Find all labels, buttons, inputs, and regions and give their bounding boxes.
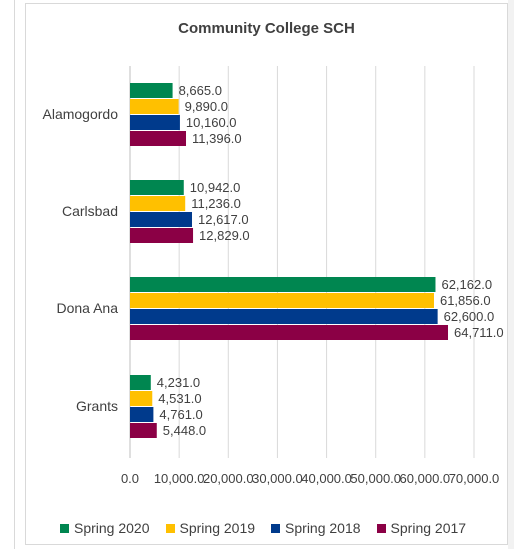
data-label: 62,162.0 bbox=[441, 277, 492, 292]
legend-item: Spring 2019 bbox=[165, 520, 256, 536]
x-tick-label: 70,000.0 bbox=[449, 471, 500, 486]
category-label: Alamogordo bbox=[43, 106, 119, 122]
data-label: 12,617.0 bbox=[198, 212, 249, 227]
data-label: 61,856.0 bbox=[440, 293, 491, 308]
bar bbox=[130, 309, 438, 324]
legend-item: Spring 2017 bbox=[376, 520, 467, 536]
bar bbox=[130, 99, 179, 114]
legend-label: Spring 2018 bbox=[285, 520, 361, 536]
data-label: 9,890.0 bbox=[185, 99, 228, 114]
left-panel-edge bbox=[0, 0, 15, 549]
chart-legend: Spring 2020 Spring 2019 Spring 2018 Spring … bbox=[60, 518, 466, 538]
data-label: 8,665.0 bbox=[179, 83, 222, 98]
bar bbox=[130, 180, 184, 195]
bar bbox=[130, 325, 449, 340]
x-tick-label: 30,000.0 bbox=[252, 471, 303, 486]
bar bbox=[130, 391, 153, 406]
legend-label: Spring 2020 bbox=[74, 520, 150, 536]
bar bbox=[130, 293, 434, 308]
x-tick-label: 60,000.0 bbox=[400, 471, 451, 486]
bar bbox=[130, 228, 194, 243]
bar bbox=[130, 423, 157, 438]
data-label: 4,531.0 bbox=[158, 391, 201, 406]
data-label: 12,829.0 bbox=[199, 228, 250, 243]
chart-title: Community College SCH bbox=[178, 20, 355, 37]
legend-swatch bbox=[376, 523, 386, 533]
x-tick-label: 50,000.0 bbox=[350, 471, 401, 486]
category-label: Grants bbox=[76, 398, 118, 414]
bar bbox=[130, 375, 151, 390]
bar bbox=[130, 196, 186, 211]
right-panel-edge bbox=[508, 0, 514, 549]
x-tick-label: 20,000.0 bbox=[203, 471, 254, 486]
legend-label: Spring 2017 bbox=[390, 520, 467, 536]
legend-swatch bbox=[165, 523, 175, 533]
bar bbox=[130, 212, 193, 227]
bar bbox=[130, 115, 180, 130]
data-label: 64,711.0 bbox=[454, 325, 504, 340]
data-label: 11,396.0 bbox=[192, 131, 242, 146]
bar bbox=[130, 131, 187, 146]
data-label: 5,448.0 bbox=[163, 423, 206, 438]
category-label: Carlsbad bbox=[62, 203, 118, 219]
data-label: 4,231.0 bbox=[157, 375, 200, 390]
data-label: 10,942.0 bbox=[190, 180, 241, 195]
data-label: 11,236.0 bbox=[191, 196, 241, 211]
x-tick-label: 10,000.0 bbox=[154, 471, 205, 486]
bar bbox=[130, 277, 436, 292]
data-label: 4,761.0 bbox=[159, 407, 202, 422]
legend-swatch bbox=[271, 523, 281, 533]
x-tick-label: 0.0 bbox=[121, 471, 139, 486]
legend-swatch bbox=[60, 523, 69, 533]
bar bbox=[130, 407, 154, 422]
legend-item: Spring 2018 bbox=[271, 520, 361, 536]
chart-area bbox=[25, 3, 508, 545]
data-label: 10,160.0 bbox=[186, 115, 237, 130]
category-label: Dona Ana bbox=[57, 300, 119, 316]
legend-label: Spring 2019 bbox=[179, 520, 256, 536]
bar bbox=[130, 83, 173, 98]
x-tick-label: 40,000.0 bbox=[301, 471, 352, 486]
legend-item: Spring 2020 bbox=[60, 520, 150, 536]
data-label: 62,600.0 bbox=[444, 309, 495, 324]
